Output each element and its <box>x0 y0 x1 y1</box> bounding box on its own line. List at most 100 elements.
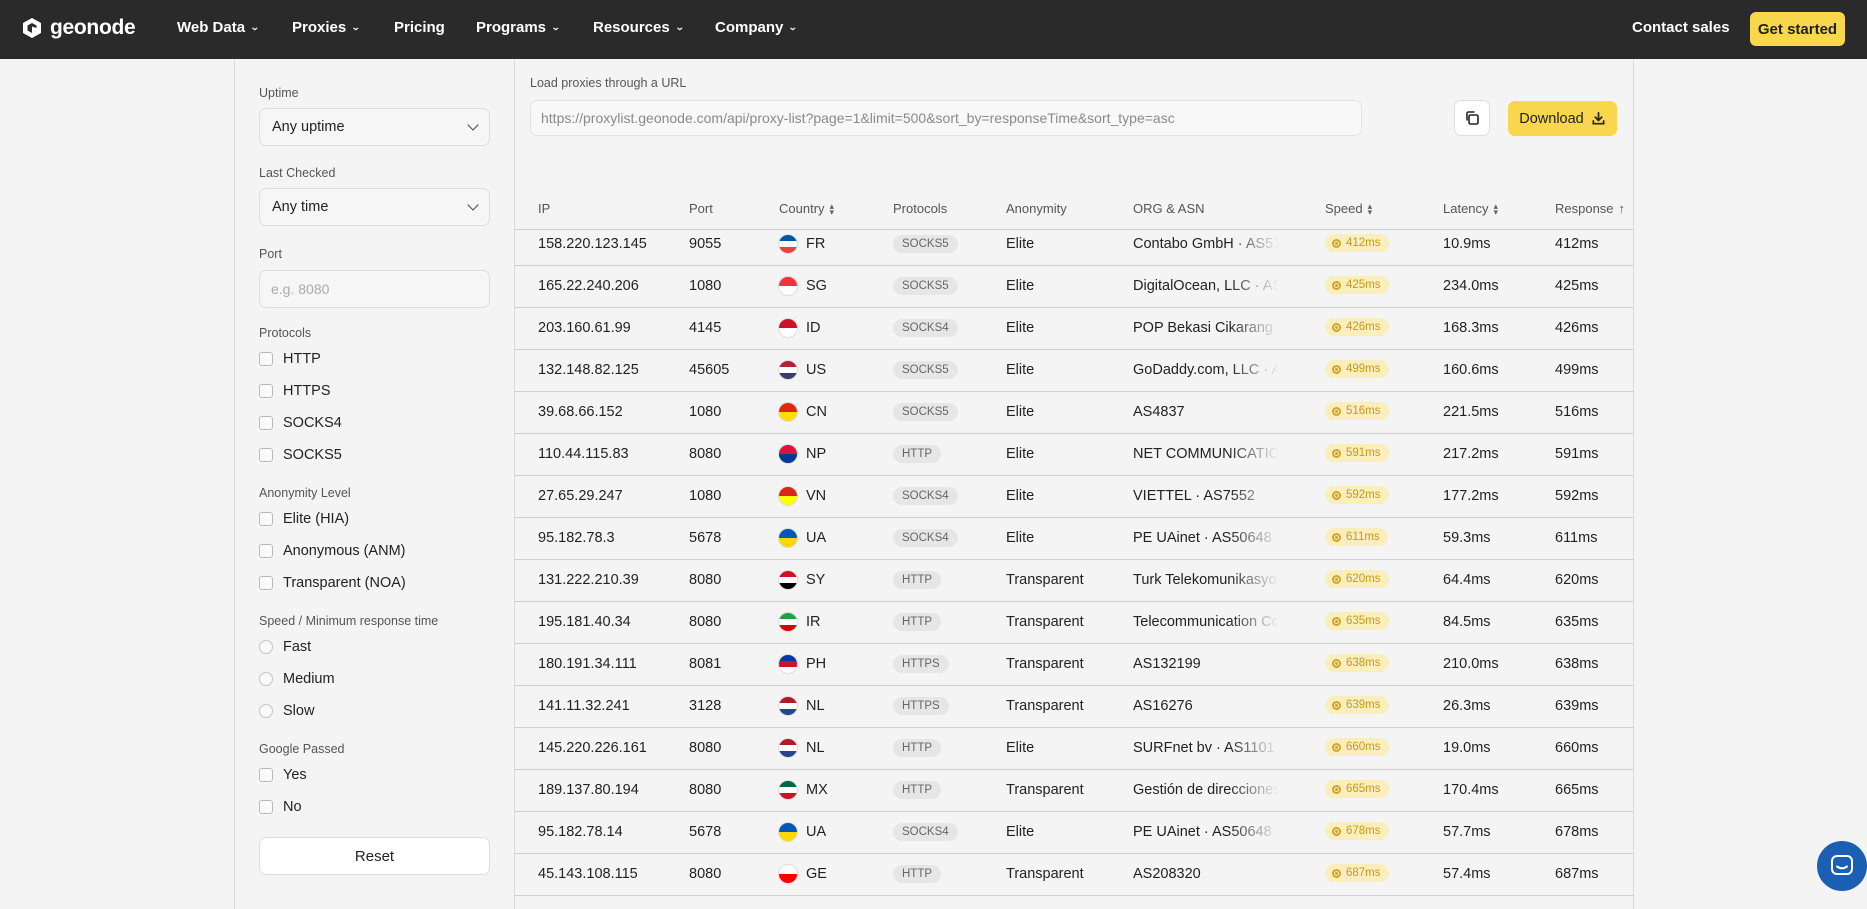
speed-medium-radio[interactable]: Medium <box>259 671 335 687</box>
nav-web-data[interactable]: Web Data ⌄ <box>177 19 260 36</box>
api-url-field[interactable]: https://proxylist.geonode.com/api/proxy-… <box>530 100 1362 136</box>
table-row[interactable]: 45.143.108.115 8080 GE HTTP Transparent AS208… <box>515 854 1634 896</box>
table-row[interactable]: 141.11.32.241 3128 NL HTTPS Transparent AS162… <box>515 686 1634 728</box>
protocol-badge: HTTP <box>893 571 942 589</box>
org-asn-text: AS132199 <box>1133 656 1201 672</box>
table-row[interactable]: 195.181.40.34 8080 IR HTTP Transparent Teleco… <box>515 602 1634 644</box>
nav-company[interactable]: Company ⌄ <box>715 19 798 36</box>
text-fade <box>1229 362 1279 378</box>
sort-icon: ▴ ▾ <box>829 200 835 217</box>
uptime-label: Uptime <box>259 86 299 100</box>
protocol-badge: HTTPS <box>893 697 949 715</box>
country-cell: IR <box>778 612 821 632</box>
speed-badge: 687ms <box>1325 864 1389 882</box>
col-response[interactable]: Response ↑ <box>1555 201 1625 216</box>
uptime-select[interactable]: Any uptime <box>259 108 490 146</box>
text-fade <box>1229 278 1279 294</box>
speed-badge: 412ms <box>1325 234 1389 252</box>
table-row[interactable]: 165.22.240.206 1080 SG SOCKS5 Elite DigitalOc… <box>515 266 1634 308</box>
table-row[interactable]: 27.65.29.247 1080 VN SOCKS4 Elite VIETTEL · A… <box>515 476 1634 518</box>
last-checked-select[interactable]: Any time <box>259 188 490 226</box>
country-code: CN <box>806 404 827 420</box>
latency-cell: 160.6ms <box>1443 362 1499 378</box>
anonymity-cell: Transparent <box>1006 782 1084 798</box>
top-navbar: geonode Web Data ⌄ Proxies ⌄ Pricing Progr… <box>0 0 1867 59</box>
table-row[interactable]: 95.182.78.3 5678 UA SOCKS4 Elite PE UAinet · … <box>515 518 1634 560</box>
country-code: NP <box>806 446 827 462</box>
google-no-checkbox[interactable]: No <box>259 799 302 815</box>
checkbox-icon <box>259 416 273 430</box>
chat-launcher-button[interactable] <box>1817 841 1867 891</box>
anonymity-cell: Elite <box>1006 362 1035 378</box>
col-country[interactable]: Country ▴ ▾ <box>779 201 834 216</box>
text-fade <box>1229 740 1279 756</box>
table-row[interactable]: 132.148.82.125 45605 US SOCKS5 Elite GoDaddy.… <box>515 350 1634 392</box>
copy-url-button[interactable] <box>1454 100 1490 136</box>
country-cell: SG <box>778 276 827 296</box>
ip-cell: 203.160.61.99 <box>538 320 631 336</box>
nav-programs[interactable]: Programs ⌄ <box>476 19 561 36</box>
country-cell: NL <box>778 738 825 758</box>
table-row[interactable]: 189.137.80.194 8080 MX HTTP Transparent Gesti… <box>515 770 1634 812</box>
nav-pricing[interactable]: Pricing <box>394 19 445 36</box>
chevron-down-icon: ⌄ <box>674 22 685 32</box>
radio-icon <box>259 672 273 686</box>
anonymity-transparent-checkbox[interactable]: Transparent (NOA) <box>259 575 406 591</box>
table-header: IP Port Country ▴ ▾ Protocols Anonymity OR… <box>515 189 1634 230</box>
download-label: Download <box>1519 110 1584 127</box>
speed-badge: 665ms <box>1325 780 1389 798</box>
speed-value: 665ms <box>1346 783 1381 795</box>
speed-fast-radio[interactable]: Fast <box>259 639 311 655</box>
protocol-socks5-checkbox[interactable]: SOCKS5 <box>259 447 342 463</box>
protocol-https-checkbox[interactable]: HTTPS <box>259 383 331 399</box>
col-anonymity-label: Anonymity <box>1006 201 1067 216</box>
port-cell: 8080 <box>689 446 722 462</box>
country-code: UA <box>806 824 827 840</box>
table-row[interactable]: 39.68.66.152 1080 CN SOCKS5 Elite AS4837 516ms… <box>515 392 1634 434</box>
protocol-badge: SOCKS5 <box>893 235 958 253</box>
table-row[interactable]: 180.191.34.111 8081 PH HTTPS Transparent AS13… <box>515 644 1634 686</box>
country-cell: ID <box>778 318 821 338</box>
col-speed[interactable]: Speed ▴ ▾ <box>1325 201 1372 216</box>
geonode-logo[interactable]: geonode <box>20 16 136 40</box>
google-yes-checkbox[interactable]: Yes <box>259 767 307 783</box>
chevron-down-icon: ⌄ <box>550 22 561 32</box>
speed-badge: 638ms <box>1325 654 1389 672</box>
org-asn-text: AS16276 <box>1133 698 1193 714</box>
anonymity-cell: Transparent <box>1006 614 1084 630</box>
country-cell: GE <box>778 864 827 884</box>
anonymity-anonymous-checkbox[interactable]: Anonymous (ANM) <box>259 543 405 559</box>
col-speed-label: Speed <box>1325 201 1363 216</box>
table-row[interactable]: 158.220.123.145 9055 FR SOCKS5 Elite Contabo … <box>515 224 1634 266</box>
anonymity-cell: Elite <box>1006 320 1035 336</box>
port-input[interactable] <box>259 270 490 308</box>
country-cell: NL <box>778 696 825 716</box>
country-flag-icon <box>778 570 798 590</box>
table-row[interactable]: 203.160.61.99 4145 ID SOCKS4 Elite POP Bekasi… <box>515 308 1634 350</box>
table-row[interactable]: 145.220.226.161 8080 NL HTTP Elite SURFnet bv… <box>515 728 1634 770</box>
anonymity-cell: Elite <box>1006 278 1035 294</box>
table-row[interactable]: 131.222.210.39 8080 SY HTTP Transparent Turk … <box>515 560 1634 602</box>
speed-value: 591ms <box>1346 447 1381 459</box>
nav-proxies[interactable]: Proxies ⌄ <box>292 19 361 36</box>
contact-sales-link[interactable]: Contact sales <box>1632 19 1730 36</box>
download-button[interactable]: Download <box>1508 101 1617 136</box>
port-cell: 4145 <box>689 320 722 336</box>
radio-label: Fast <box>283 639 312 655</box>
port-cell: 8080 <box>689 614 722 630</box>
get-started-button[interactable]: Get started <box>1750 12 1845 46</box>
nav-resources[interactable]: Resources ⌄ <box>593 19 685 36</box>
protocol-socks4-checkbox[interactable]: SOCKS4 <box>259 415 342 431</box>
latency-cell: 170.4ms <box>1443 782 1499 798</box>
speed-slow-radio[interactable]: Slow <box>259 703 314 719</box>
protocol-http-checkbox[interactable]: HTTP <box>259 351 321 367</box>
anonymity-elite-checkbox[interactable]: Elite (HIA) <box>259 511 349 527</box>
checkbox-label: SOCKS4 <box>283 415 342 431</box>
table-row[interactable]: 110.44.115.83 8080 NP HTTP Elite NET COMMUNIC… <box>515 434 1634 476</box>
response-cell: 591ms <box>1555 446 1599 462</box>
reset-button[interactable]: Reset <box>259 837 490 875</box>
table-row[interactable]: 95.182.78.14 5678 UA SOCKS4 Elite PE UAinet ·… <box>515 812 1634 854</box>
col-latency[interactable]: Latency ▴ ▾ <box>1443 201 1498 216</box>
protocol-badge: SOCKS4 <box>893 823 958 841</box>
ip-cell: 158.220.123.145 <box>538 236 647 252</box>
